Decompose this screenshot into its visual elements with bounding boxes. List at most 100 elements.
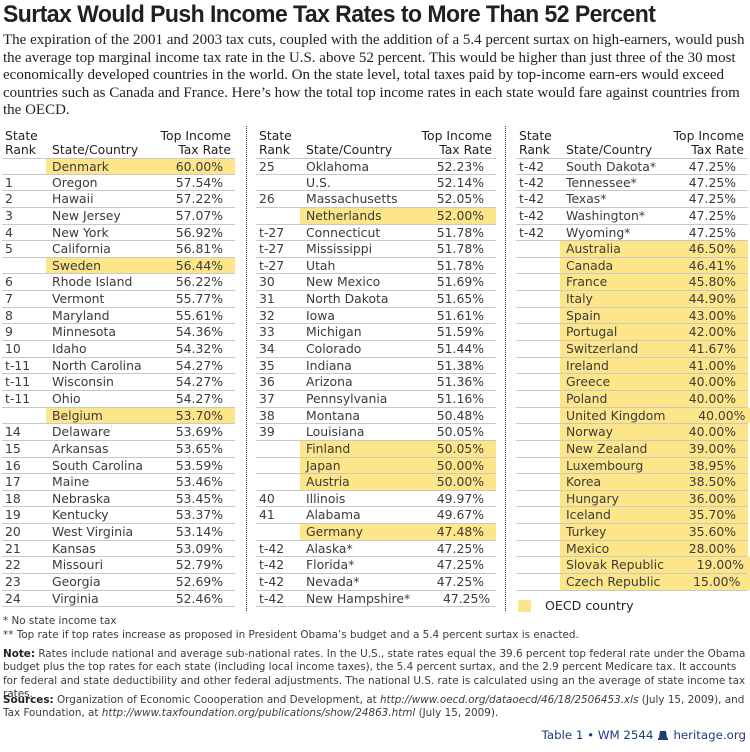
rank-cell: 24	[5, 590, 21, 606]
rank-cell: t-42	[519, 224, 545, 240]
rank-cell	[256, 458, 300, 474]
rank-cell	[516, 441, 560, 457]
rank-cell: 18	[5, 490, 21, 506]
rate-cell: 38.50%	[656, 474, 748, 490]
name-cell: Spain	[560, 307, 656, 324]
table-column-1: State Rank State/Country Top Income Tax Rate…	[2, 126, 235, 608]
rank-cell	[516, 507, 560, 523]
name-cell: Mississippi	[306, 241, 373, 257]
name-cell: Colorado	[306, 341, 362, 357]
rank-cell	[516, 574, 560, 590]
table-row: 23 Georgia 52.69%	[2, 574, 235, 591]
name-cell: Utah	[306, 257, 336, 273]
rate-cell: 47.25%	[688, 159, 737, 174]
name-cell: Oregon	[52, 174, 98, 190]
source-link-oecd[interactable]: http://www.oecd.org/dataoecd/46/18/25064…	[379, 694, 639, 706]
rate-cell: 53.14%	[175, 524, 223, 540]
note: Note: Rates include national and average…	[3, 648, 748, 702]
name-cell: Georgia	[52, 574, 101, 590]
table-column-3: State Rank State/Country Top Income Tax Rate…	[516, 126, 750, 591]
rate-cell: 47.25%	[436, 540, 484, 556]
table-row: t-27 Connecticut 51.78%	[256, 225, 496, 242]
name-cell: Alabama	[306, 507, 361, 523]
rate-cell: 53.70%	[143, 407, 235, 424]
rate-cell: 55.61%	[175, 307, 223, 323]
rate-cell: 46.50%	[656, 241, 748, 257]
legend: OECD country	[516, 598, 634, 613]
table-row-oecd-country: Austria 50.00%	[256, 474, 496, 491]
column-divider	[505, 126, 506, 611]
rank-cell: t-11	[5, 390, 31, 406]
rate-cell: 51.36%	[436, 374, 484, 390]
rank-cell	[516, 341, 560, 357]
table-row: 20 West Virginia 53.14%	[2, 524, 235, 541]
name-cell: Missouri	[52, 557, 104, 573]
name-cell: South Dakota*	[566, 159, 657, 174]
rank-cell: 17	[5, 474, 21, 490]
table-row-oecd-country: Spain 43.00%	[516, 307, 748, 325]
header-state-country: State/Country	[566, 141, 653, 157]
name-cell: Japan	[300, 457, 404, 474]
name-cell: Poland	[560, 390, 656, 407]
rate-cell: 57.22%	[175, 191, 223, 207]
rate-cell: 54.36%	[175, 324, 223, 340]
table-row-oecd-country: Japan 50.00%	[256, 457, 496, 475]
name-cell: Portugal	[560, 324, 656, 341]
rank-cell: 14	[5, 424, 21, 440]
rank-cell: 6	[5, 274, 13, 290]
rank-cell: 23	[5, 574, 21, 590]
footnote-no-state-tax: * No state income tax	[3, 615, 117, 627]
intro-paragraph: The expiration of the 2001 and 2003 tax …	[3, 32, 745, 119]
rate-cell: 54.27%	[175, 390, 223, 406]
rate-cell: 36.00%	[656, 490, 748, 507]
rate-cell: 53.37%	[175, 507, 223, 523]
heritage-link[interactable]: heritage.org	[673, 728, 746, 742]
rate-cell: 60.00%	[143, 159, 235, 174]
table-row-oecd-country: Poland 40.00%	[516, 390, 748, 408]
rank-cell: 35	[259, 357, 275, 373]
legend-label: OECD country	[545, 598, 634, 613]
name-cell: Czech Republic	[560, 574, 661, 590]
sources-label: Sources:	[3, 694, 54, 706]
rate-cell: 54.27%	[175, 357, 223, 373]
rank-cell: t-42	[259, 557, 285, 573]
name-cell: Kentucky	[52, 507, 109, 523]
table-column-2: State Rank State/Country Top Income Tax Rate…	[256, 126, 496, 608]
rate-cell: 43.00%	[656, 307, 748, 324]
name-cell: Connecticut	[306, 224, 381, 240]
table-row: 34 Colorado 51.44%	[256, 341, 496, 358]
rate-cell: 38.95%	[656, 457, 748, 474]
rank-cell: t-27	[259, 257, 285, 273]
rate-cell: 52.79%	[175, 557, 223, 573]
rank-cell	[516, 408, 560, 424]
name-cell: Canada	[560, 257, 656, 274]
rate-cell: 54.27%	[175, 374, 223, 390]
rank-cell: 7	[5, 291, 13, 307]
header-state-rank: State Rank	[5, 128, 38, 157]
rate-cell: 40.00%	[656, 424, 748, 440]
rate-cell: 52.23%	[436, 159, 484, 174]
rate-cell: 47.48%	[404, 524, 496, 540]
table-row-oecd-country: Canada 46.41%	[516, 257, 748, 275]
table-reference: Table 1 • WM 2544	[541, 728, 654, 742]
name-cell: South Carolina	[52, 457, 143, 473]
table-row: 36 Arizona 51.36%	[256, 374, 496, 391]
source-link-taxfoundation[interactable]: http://www.taxfoundation.org/publication…	[101, 707, 416, 720]
rank-cell	[516, 541, 560, 557]
table-row-oecd-country: Hungary 36.00%	[516, 490, 748, 508]
rate-cell: 56.81%	[175, 241, 223, 257]
rank-cell: t-42	[259, 574, 285, 590]
name-cell: Maine	[52, 474, 90, 490]
rank-cell	[256, 175, 300, 191]
name-cell: France	[560, 274, 656, 291]
rate-cell: 46.41%	[656, 257, 748, 274]
rate-cell: 53.59%	[175, 457, 223, 473]
rank-cell: 19	[5, 507, 21, 523]
table-row: t-42 Washington* 47.25%	[516, 208, 748, 225]
table-row-oecd-country: Germany 47.48%	[256, 524, 496, 541]
rank-cell: 34	[259, 341, 275, 357]
header-state-rank: State Rank	[259, 128, 292, 157]
name-cell: Mexico	[560, 540, 656, 557]
table-row: 8 Maryland 55.61%	[2, 308, 235, 325]
rank-cell: t-11	[5, 357, 31, 373]
